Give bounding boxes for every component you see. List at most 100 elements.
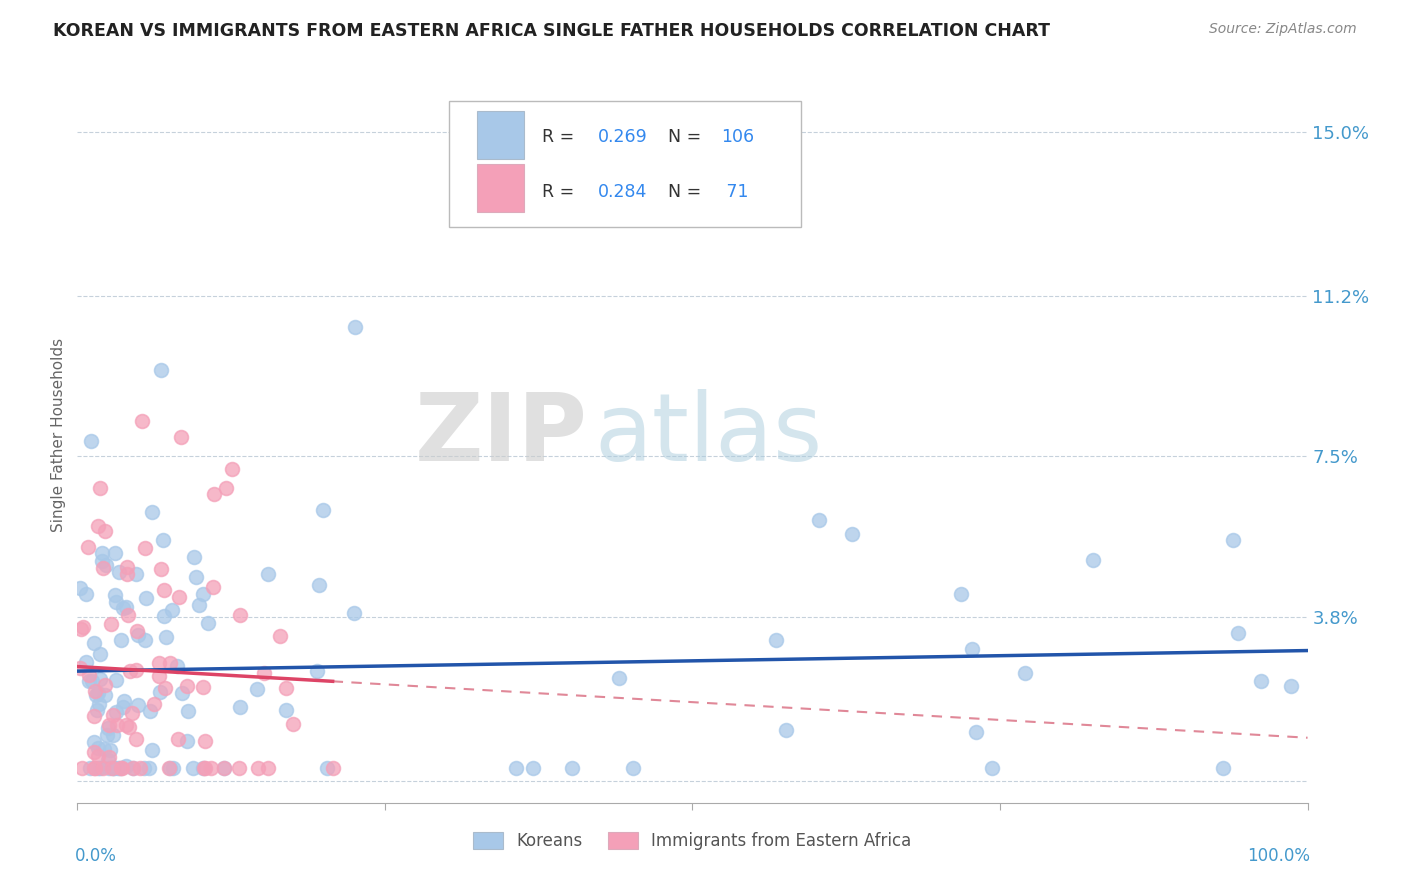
Point	[166, 658, 188, 673]
Point	[111, 699, 134, 714]
Point	[128, 761, 150, 775]
Point	[110, 761, 132, 775]
Point	[308, 578, 330, 592]
Point	[281, 717, 304, 731]
Point	[176, 734, 198, 748]
Point	[89, 761, 111, 775]
Text: 100.0%: 100.0%	[1247, 847, 1310, 865]
Text: 0.0%: 0.0%	[75, 847, 117, 865]
Point	[127, 698, 149, 713]
Point	[86, 686, 108, 700]
Point	[89, 481, 111, 495]
Text: ZIP: ZIP	[415, 389, 588, 481]
Text: 71: 71	[721, 183, 748, 201]
Y-axis label: Single Father Households: Single Father Households	[51, 338, 66, 532]
Point	[141, 743, 163, 757]
Point	[966, 725, 988, 739]
Point	[93, 524, 115, 539]
Point	[101, 761, 124, 775]
Point	[202, 580, 225, 594]
Point	[252, 665, 274, 680]
Point	[139, 704, 162, 718]
Point	[132, 761, 155, 775]
Point	[69, 582, 91, 596]
Point	[1014, 666, 1036, 681]
Point	[98, 742, 121, 756]
Point	[96, 728, 118, 742]
Point	[1279, 679, 1302, 693]
Point	[134, 632, 156, 647]
Point	[191, 587, 214, 601]
Point	[114, 759, 136, 773]
Point	[188, 598, 211, 612]
Point	[228, 761, 250, 775]
Point	[98, 761, 121, 775]
Point	[125, 663, 148, 677]
Point	[315, 761, 337, 775]
Point	[152, 533, 174, 547]
Point	[276, 703, 298, 717]
Point	[141, 505, 163, 519]
Point	[257, 761, 280, 775]
Text: KOREAN VS IMMIGRANTS FROM EASTERN AFRICA SINGLE FATHER HOUSEHOLDS CORRELATION CH: KOREAN VS IMMIGRANTS FROM EASTERN AFRICA…	[53, 22, 1050, 40]
Point	[101, 761, 124, 775]
Point	[149, 562, 172, 576]
Point	[229, 700, 252, 714]
Point	[765, 632, 787, 647]
Point	[247, 761, 270, 775]
Point	[1212, 761, 1234, 775]
Point	[115, 566, 138, 581]
Point	[96, 558, 118, 572]
Point	[181, 761, 204, 775]
Point	[82, 673, 104, 688]
Point	[194, 733, 217, 747]
Point	[84, 761, 107, 775]
FancyBboxPatch shape	[449, 102, 801, 227]
Point	[91, 561, 114, 575]
Point	[79, 668, 101, 682]
Point	[148, 669, 170, 683]
Point	[69, 661, 91, 675]
Point	[775, 723, 797, 737]
Text: Source: ZipAtlas.com: Source: ZipAtlas.com	[1209, 22, 1357, 37]
Point	[343, 319, 366, 334]
Text: R =: R =	[543, 128, 581, 146]
Point	[89, 672, 111, 686]
Point	[83, 761, 105, 775]
Point	[191, 761, 214, 775]
Point	[118, 720, 141, 734]
Point	[77, 540, 100, 554]
Point	[257, 567, 280, 582]
Point	[93, 742, 115, 756]
Point	[157, 761, 180, 775]
Point	[125, 732, 148, 747]
Point	[98, 750, 121, 764]
Point	[134, 541, 156, 555]
Point	[122, 761, 145, 775]
Point	[131, 414, 153, 428]
Point	[522, 761, 544, 775]
Point	[148, 656, 170, 670]
Bar	[477, 164, 524, 212]
Point	[110, 761, 132, 775]
Point	[981, 761, 1004, 775]
Point	[194, 761, 217, 775]
Point	[114, 718, 136, 732]
Point	[153, 681, 176, 695]
Point	[125, 624, 148, 638]
Point	[135, 591, 157, 605]
Point	[104, 595, 127, 609]
Point	[91, 554, 114, 568]
Point	[91, 546, 114, 560]
Point	[212, 761, 235, 775]
Point	[89, 697, 111, 711]
Text: N =: N =	[657, 128, 702, 146]
Point	[121, 706, 143, 720]
Point	[202, 487, 225, 501]
Point	[115, 599, 138, 614]
Point	[159, 657, 181, 671]
Point	[105, 706, 128, 720]
Point	[167, 591, 190, 605]
Point	[343, 607, 366, 621]
Point	[186, 570, 208, 584]
